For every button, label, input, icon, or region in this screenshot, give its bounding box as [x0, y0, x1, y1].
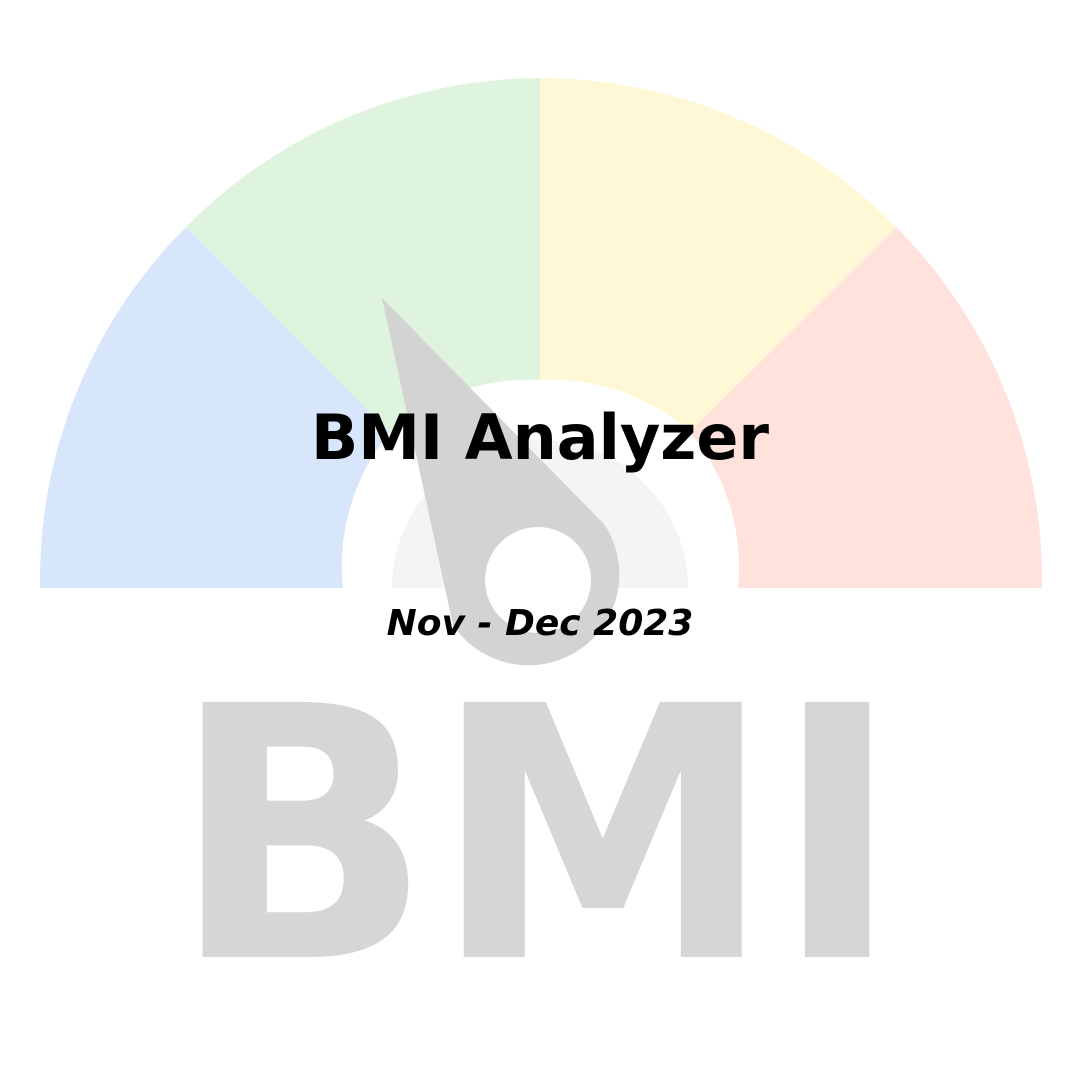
bmi-watermark: BMI	[171, 632, 901, 1040]
gauge-segment-normal	[186, 78, 540, 432]
gauge-needle-pivot	[485, 527, 591, 633]
date-range-subtitle: Nov - Dec 2023	[386, 603, 694, 644]
gauge-segment-overweight	[540, 78, 896, 432]
page-title: BMI Analyzer	[311, 401, 769, 474]
gauge-segment-obese	[690, 227, 1043, 588]
gauge-segment-underweight	[39, 227, 390, 588]
